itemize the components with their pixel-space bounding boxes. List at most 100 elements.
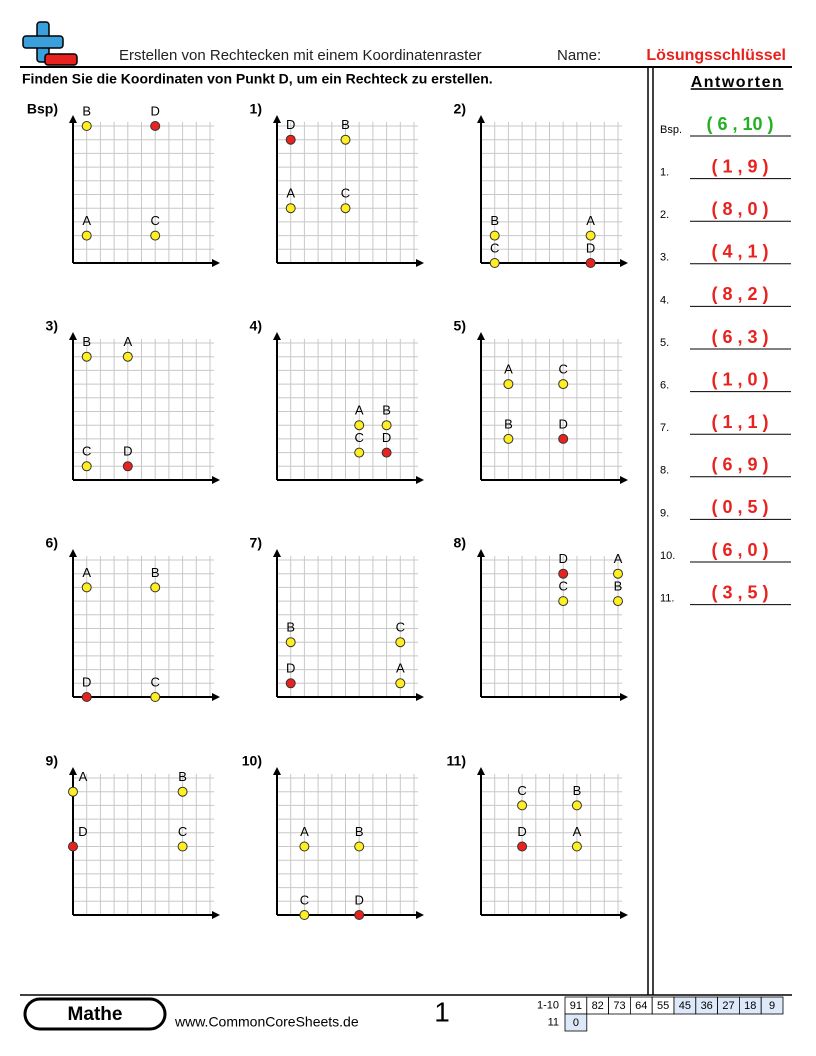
answer-label: 11.	[660, 593, 674, 605]
score-value: 18	[744, 1000, 756, 1012]
arrow	[273, 115, 281, 123]
point-label: C	[517, 783, 526, 798]
title: Erstellen von Rechtecken mit einem Koord…	[119, 47, 482, 64]
point-label: C	[396, 620, 405, 635]
point	[558, 379, 569, 390]
point-label: A	[573, 824, 582, 839]
point	[503, 433, 514, 444]
answer-value: ( 1 , 1 )	[711, 412, 768, 432]
point-label: B	[504, 416, 513, 431]
point	[571, 800, 582, 811]
arrow	[273, 549, 281, 557]
answer-label: 2.	[660, 209, 669, 221]
point-label: A	[82, 565, 91, 580]
point	[613, 596, 623, 607]
point	[81, 582, 92, 593]
score-value: 73	[613, 1000, 625, 1012]
point	[354, 420, 365, 431]
point-label: B	[382, 403, 391, 418]
score-value: 82	[592, 1000, 604, 1012]
point	[81, 461, 92, 472]
answer-label: 6.	[660, 380, 669, 392]
problem-label: 8)	[454, 535, 466, 551]
point	[558, 568, 569, 579]
answer-label: 9.	[660, 507, 669, 519]
arrow	[69, 767, 77, 775]
point	[150, 692, 161, 702]
arrow	[273, 767, 281, 775]
point	[585, 230, 596, 241]
point-label: D	[286, 117, 295, 132]
point	[81, 230, 92, 241]
point-label: C	[490, 240, 499, 255]
point	[68, 841, 78, 852]
point-label: A	[82, 213, 91, 228]
point	[122, 351, 133, 362]
problem-label: 6)	[46, 535, 58, 551]
point	[81, 121, 92, 131]
point-label: D	[355, 892, 364, 907]
point	[489, 258, 500, 268]
point	[585, 258, 596, 268]
point	[354, 447, 365, 458]
point	[381, 420, 392, 431]
page-number: 1	[434, 996, 450, 1027]
answer-label: 5.	[660, 337, 669, 349]
point	[285, 203, 296, 214]
point	[81, 351, 92, 362]
problem-label: 2)	[454, 101, 466, 117]
answer-label: 10.	[660, 550, 675, 562]
point	[285, 637, 296, 648]
point	[177, 786, 188, 797]
point-label: B	[490, 213, 499, 228]
point	[558, 433, 569, 444]
url: www.CommonCoreSheets.de	[174, 1014, 359, 1030]
answer-value: ( 8 , 2 )	[711, 284, 768, 304]
point-label: D	[151, 103, 160, 118]
arrow	[416, 259, 424, 267]
point	[517, 841, 528, 852]
answer-label: Bsp.	[660, 124, 682, 136]
score-value: 91	[570, 1000, 582, 1012]
answer-value: ( 1 , 0 )	[711, 369, 768, 389]
point-label: A	[396, 661, 405, 676]
answer-value: ( 6 , 9 )	[711, 455, 768, 475]
point-label: B	[82, 334, 91, 349]
arrow	[212, 476, 220, 484]
point	[354, 841, 365, 852]
instructions: Finden Sie die Koordinaten von Punkt D, …	[22, 71, 493, 87]
point	[285, 678, 296, 689]
point-label: C	[559, 362, 568, 377]
point-label: B	[178, 769, 187, 784]
point-label: D	[82, 674, 91, 689]
point-label: C	[151, 213, 160, 228]
point-label: C	[559, 579, 568, 594]
arrow	[212, 911, 220, 919]
brand: Mathe	[68, 1004, 123, 1025]
problem-label: Bsp)	[27, 101, 58, 117]
point-label: C	[151, 674, 160, 689]
point-label: B	[151, 565, 160, 580]
point	[122, 461, 133, 472]
score-value: 9	[769, 1000, 775, 1012]
point-label: D	[586, 240, 595, 255]
arrow	[416, 476, 424, 484]
answer-value: ( 4 , 1 )	[711, 242, 768, 262]
arrow	[416, 693, 424, 701]
point-label: B	[614, 579, 623, 594]
point-label: B	[355, 824, 364, 839]
point-label: C	[82, 444, 91, 459]
name-label: Name:	[557, 47, 601, 64]
arrow	[620, 259, 628, 267]
point	[571, 841, 582, 852]
point	[381, 447, 392, 458]
arrow	[69, 332, 77, 340]
score-value: 64	[635, 1000, 647, 1012]
point-label: A	[123, 334, 132, 349]
answer-label: 3.	[660, 252, 669, 264]
point-label: C	[300, 892, 309, 907]
point-label: C	[355, 430, 364, 445]
problem-label: 5)	[454, 318, 466, 334]
arrow	[477, 549, 485, 557]
